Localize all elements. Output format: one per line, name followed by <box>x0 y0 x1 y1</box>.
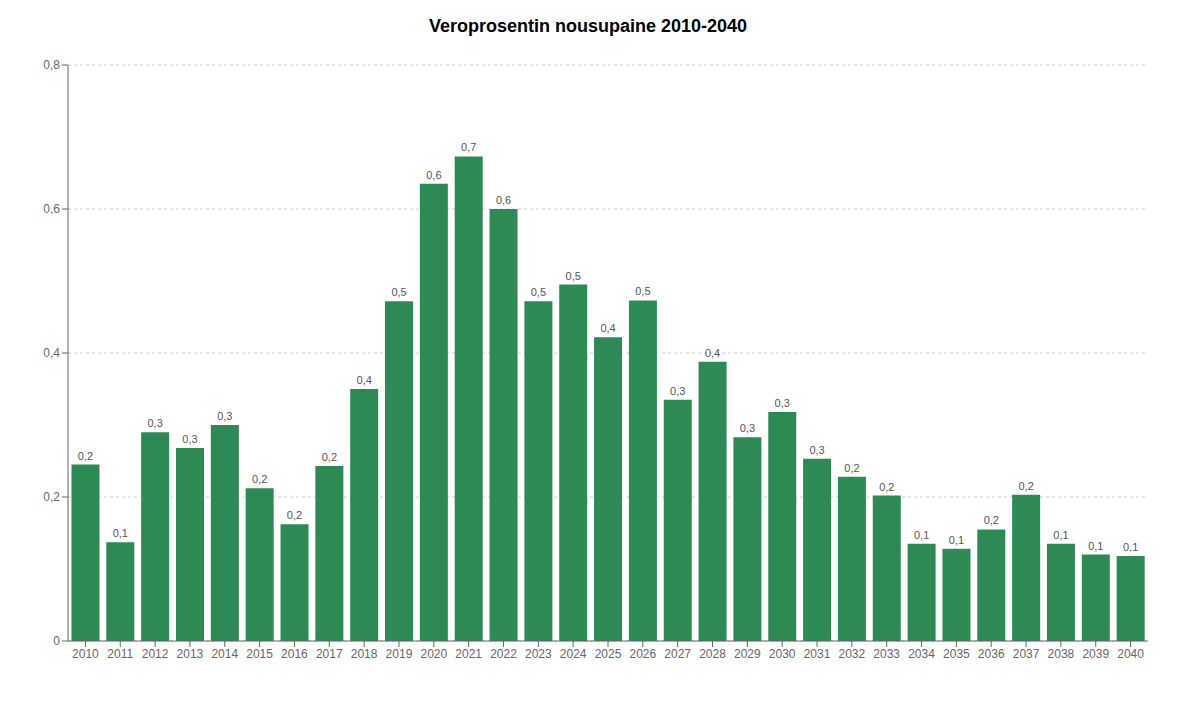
svg-text:0,2: 0,2 <box>78 450 93 462</box>
svg-text:2010: 2010 <box>72 647 99 661</box>
svg-text:0,2: 0,2 <box>43 490 60 504</box>
svg-text:2024: 2024 <box>560 647 587 661</box>
svg-text:0,2: 0,2 <box>984 514 999 526</box>
svg-text:0,7: 0,7 <box>461 141 476 153</box>
svg-text:2013: 2013 <box>177 647 204 661</box>
svg-text:2029: 2029 <box>734 647 761 661</box>
svg-text:0,3: 0,3 <box>775 397 790 409</box>
svg-text:0,5: 0,5 <box>635 285 650 297</box>
svg-text:2030: 2030 <box>769 647 796 661</box>
svg-text:0,2: 0,2 <box>879 481 894 493</box>
svg-text:0,3: 0,3 <box>670 385 685 397</box>
svg-text:0,3: 0,3 <box>148 417 163 429</box>
svg-text:0,4: 0,4 <box>705 347 720 359</box>
svg-text:0,1: 0,1 <box>1123 541 1138 553</box>
svg-text:0,6: 0,6 <box>496 194 511 206</box>
svg-text:2017: 2017 <box>316 647 343 661</box>
svg-text:2028: 2028 <box>699 647 726 661</box>
svg-text:2035: 2035 <box>943 647 970 661</box>
svg-text:0,5: 0,5 <box>391 286 406 298</box>
svg-text:0,4: 0,4 <box>357 374 372 386</box>
svg-text:2032: 2032 <box>839 647 866 661</box>
svg-text:0,6: 0,6 <box>43 202 60 216</box>
svg-text:2033: 2033 <box>873 647 900 661</box>
svg-text:0,5: 0,5 <box>531 286 546 298</box>
svg-text:0: 0 <box>53 634 60 648</box>
svg-text:2016: 2016 <box>281 647 308 661</box>
svg-text:0,1: 0,1 <box>949 534 964 546</box>
svg-text:2040: 2040 <box>1117 647 1144 661</box>
svg-text:2014: 2014 <box>211 647 238 661</box>
svg-text:2012: 2012 <box>142 647 169 661</box>
svg-text:2034: 2034 <box>908 647 935 661</box>
svg-text:2021: 2021 <box>455 647 482 661</box>
svg-text:2038: 2038 <box>1048 647 1075 661</box>
svg-text:2020: 2020 <box>420 647 447 661</box>
svg-text:2039: 2039 <box>1082 647 1109 661</box>
svg-text:2027: 2027 <box>664 647 691 661</box>
svg-text:2011: 2011 <box>107 647 133 661</box>
svg-text:0,3: 0,3 <box>809 444 824 456</box>
svg-text:0,3: 0,3 <box>217 410 232 422</box>
svg-text:0,1: 0,1 <box>1053 529 1068 541</box>
svg-text:2025: 2025 <box>595 647 622 661</box>
svg-text:2015: 2015 <box>246 647 273 661</box>
svg-text:2026: 2026 <box>629 647 656 661</box>
svg-text:0,6: 0,6 <box>426 169 441 181</box>
svg-text:0,3: 0,3 <box>182 433 197 445</box>
svg-text:0,2: 0,2 <box>844 462 859 474</box>
svg-text:0,4: 0,4 <box>43 346 60 360</box>
html-text:Veroprosentin nousupaine 2010-: Veroprosentin nousupaine 2010-2040 <box>428 16 748 36</box>
svg-text:2023: 2023 <box>525 647 552 661</box>
svg-text:0,3: 0,3 <box>740 422 755 434</box>
svg-text:0,5: 0,5 <box>566 270 581 282</box>
svg-text:0,8: 0,8 <box>43 58 60 72</box>
svg-text:2036: 2036 <box>978 647 1005 661</box>
svg-text:2031: 2031 <box>804 647 831 661</box>
svg-text:0,2: 0,2 <box>322 451 337 463</box>
svg-text:2019: 2019 <box>386 647 413 661</box>
svg-text:2037: 2037 <box>1013 647 1040 661</box>
svg-text:0,4: 0,4 <box>600 322 615 334</box>
svg-text:2018: 2018 <box>351 647 378 661</box>
svg-text:0,1: 0,1 <box>914 529 929 541</box>
svg-text:0,1: 0,1 <box>113 527 128 539</box>
svg-text:2022: 2022 <box>490 647 517 661</box>
svg-text:0,2: 0,2 <box>1018 480 1033 492</box>
svg-text:0,1: 0,1 <box>1088 540 1103 552</box>
svg-text:0,2: 0,2 <box>252 473 267 485</box>
svg-text:0,2: 0,2 <box>287 509 302 521</box>
